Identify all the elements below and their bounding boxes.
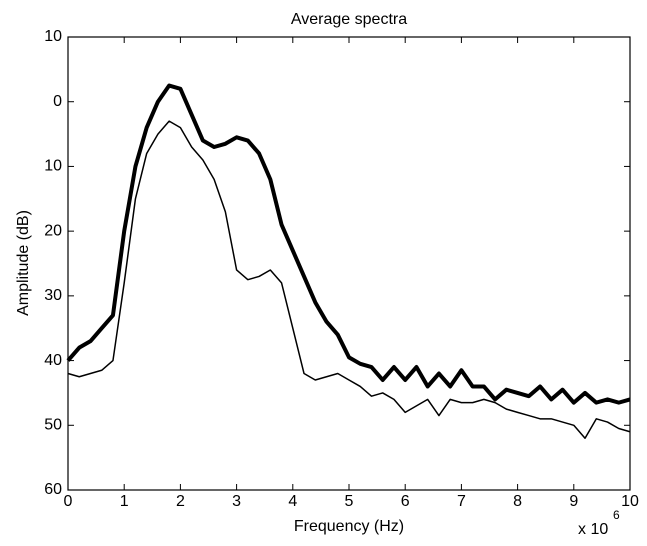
y-tick-label: 40 — [44, 352, 62, 369]
y-tick-label: 50 — [44, 417, 62, 434]
x-tick-label: 8 — [513, 493, 522, 510]
line-series — [66, 83, 631, 405]
axes-frame — [67, 36, 631, 491]
x-tick-label: 10 — [621, 493, 639, 510]
y-tick-label: 30 — [44, 287, 62, 304]
y-tick-label: 10 — [44, 28, 62, 45]
chart-title: Average spectra — [291, 11, 407, 28]
x-tick-label: 9 — [569, 493, 578, 510]
x-axis-label: Frequency (Hz) — [294, 518, 404, 535]
x-scale-exponent: 6 — [613, 508, 620, 522]
x-tick-label: 3 — [232, 493, 241, 510]
y-tick-label: 60 — [44, 481, 62, 498]
x-tick-label: 1 — [120, 493, 129, 510]
y-tick-label: 10 — [44, 158, 62, 175]
x-tick-label: 0 — [64, 493, 73, 510]
x-tick-label: 7 — [457, 493, 466, 510]
y-axis-label: Amplitude (dB) — [15, 210, 32, 316]
x-scale-label: x 10 — [578, 521, 608, 538]
x-tick-label: 4 — [288, 493, 297, 510]
line-series — [67, 120, 631, 439]
x-tick-label: 6 — [401, 493, 410, 510]
y-tick-label: 20 — [44, 222, 62, 239]
y-tick-label: 0 — [53, 93, 62, 110]
x-tick-label: 5 — [345, 493, 354, 510]
x-tick-label: 2 — [176, 493, 185, 510]
